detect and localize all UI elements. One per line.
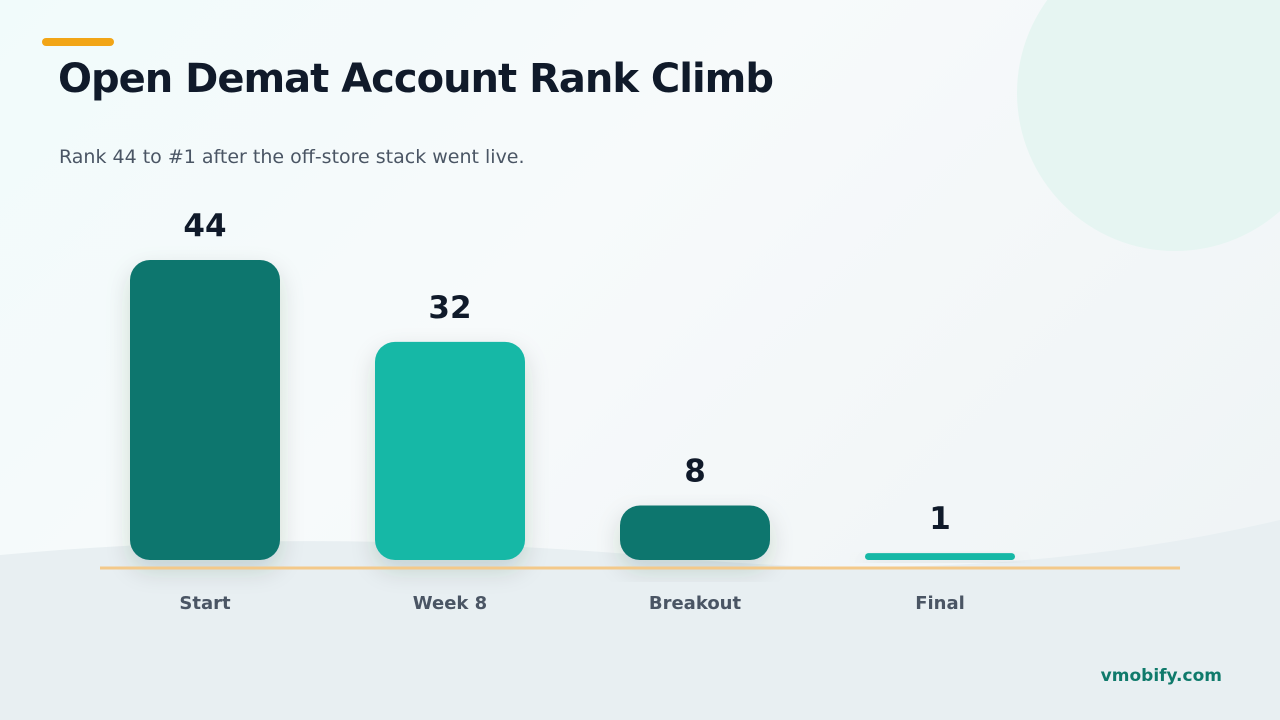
bar-final [865,553,1015,560]
page-title: Open Demat Account Rank Climb [58,56,774,102]
category-label-final: Final [915,593,965,614]
bar-breakout [620,505,770,560]
bar-value-final: 1 [929,501,951,537]
category-label-week-8: Week 8 [413,593,487,614]
decorative-circle [1017,0,1280,251]
labels-group: 44 Start 32 Week 8 8 Breakout 1 Final [179,208,964,614]
title-accent-bar [42,38,114,46]
bar-value-week-8: 32 [428,290,471,326]
bar-value-start: 44 [183,208,226,244]
bars-group [130,260,1015,560]
bar-week-8 [375,341,525,560]
decorative-wave [0,520,1280,720]
category-label-start: Start [179,593,231,614]
bar-value-breakout: 8 [684,453,706,489]
page-subtitle: Rank 44 to #1 after the off-store stack … [59,146,525,168]
brand-footer: vmobify.com [1100,666,1222,686]
category-label-breakout: Breakout [649,593,742,614]
bar-start [130,260,280,560]
